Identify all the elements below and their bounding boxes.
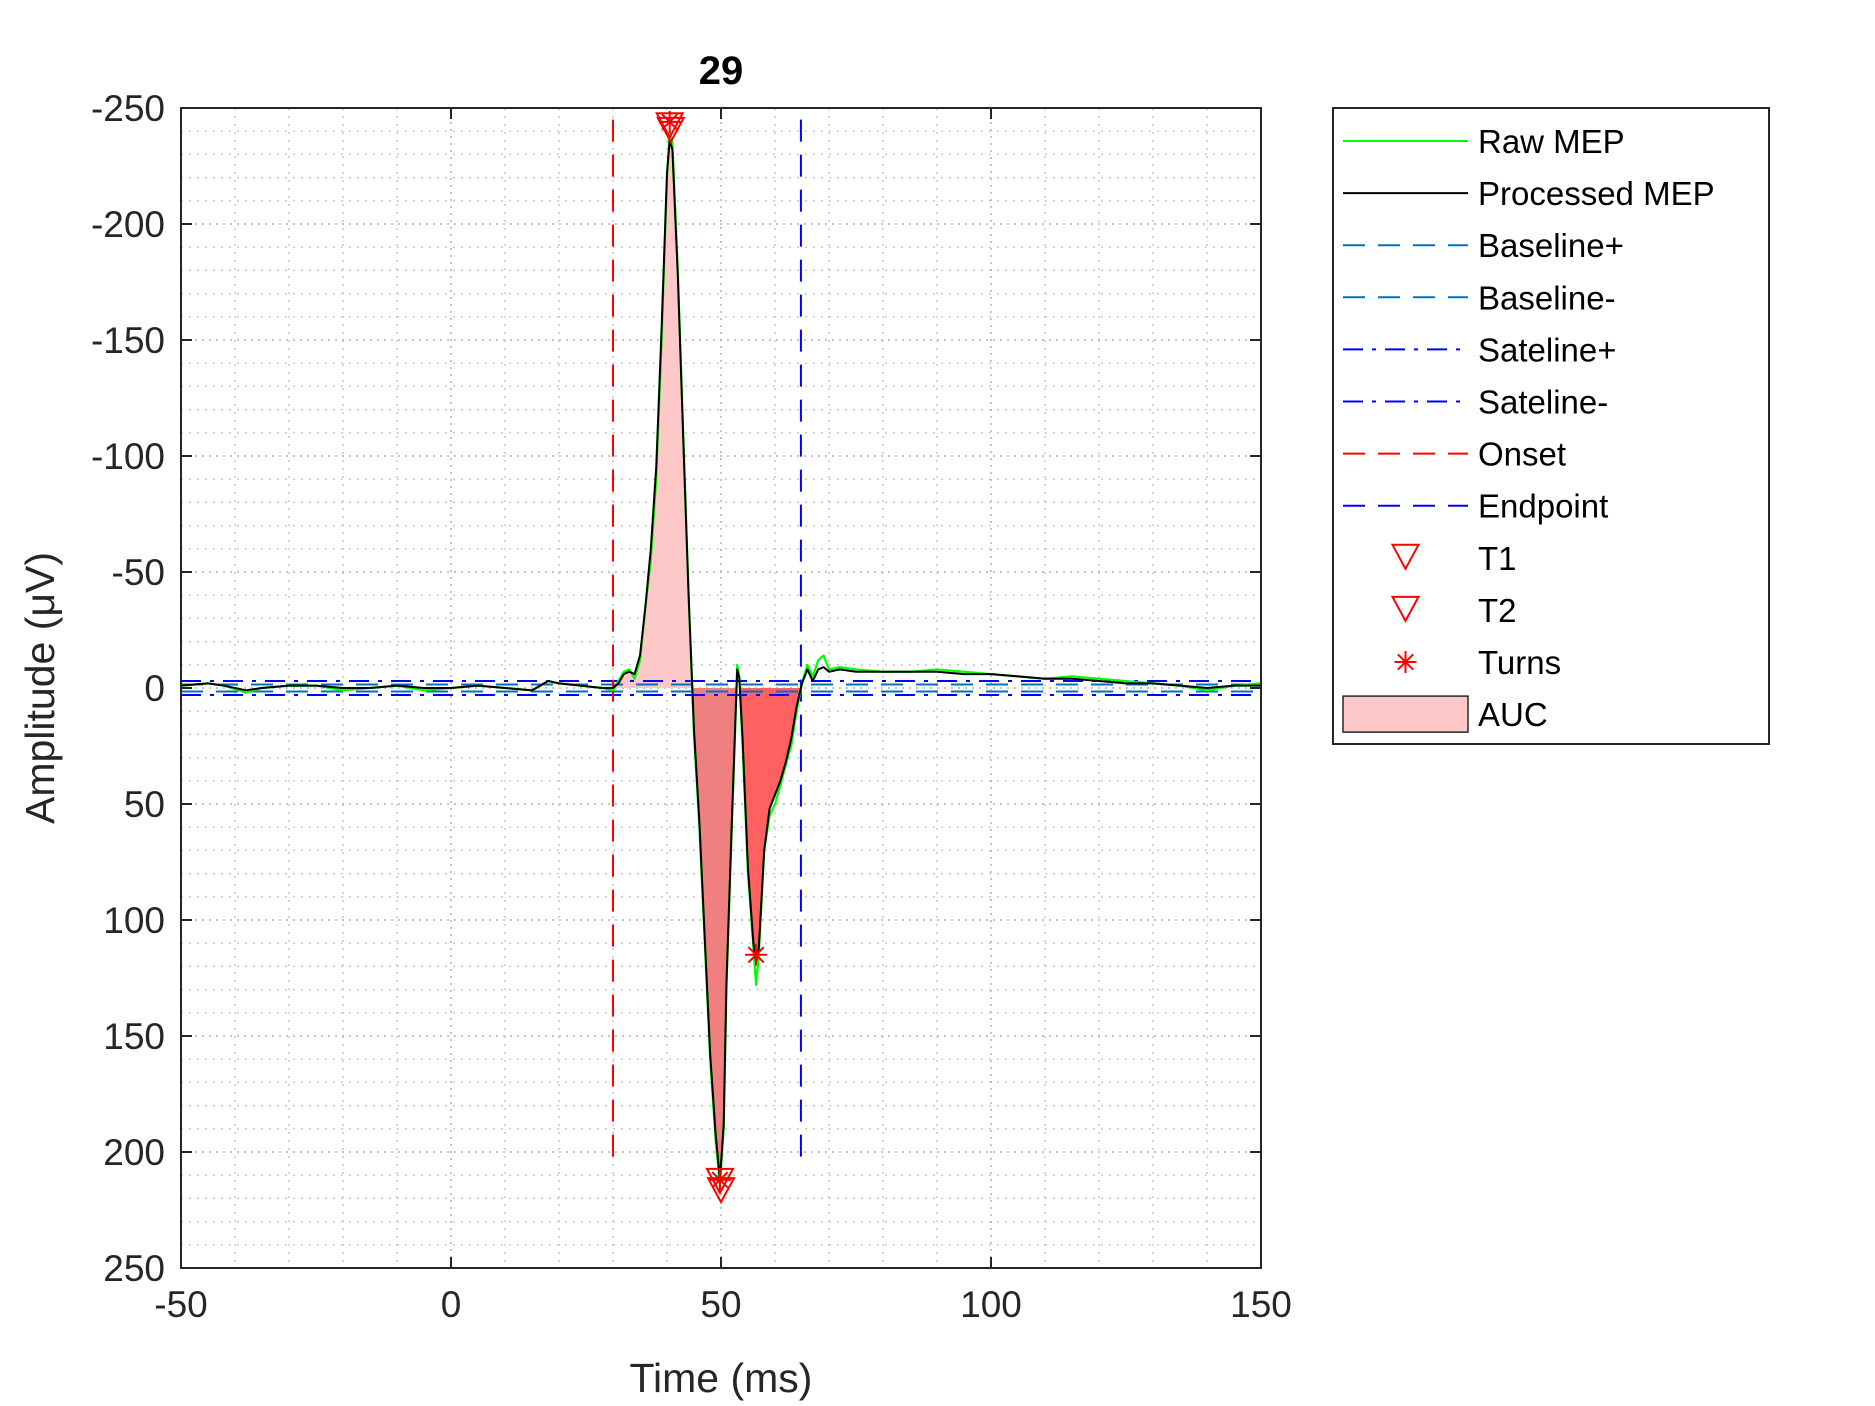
legend-item-turns: Turns xyxy=(1394,644,1561,681)
legend-swatch xyxy=(1394,651,1417,673)
asterisk-stroke xyxy=(661,113,679,131)
legend-item-t1: T1 xyxy=(1390,540,1517,577)
legend-label: Sateline+ xyxy=(1478,331,1617,368)
legend-label: Baseline- xyxy=(1478,279,1616,316)
y-tick-label: -150 xyxy=(91,320,165,361)
legend-item-processedmep: Processed MEP xyxy=(1343,175,1715,212)
legend-label: Baseline+ xyxy=(1478,227,1624,264)
legend-item-baseline-plus: Baseline+ xyxy=(1343,227,1624,264)
legend-label: AUC xyxy=(1478,696,1548,733)
auc-region xyxy=(613,140,692,689)
y-tick-label: -200 xyxy=(91,204,165,245)
processed-mep-line xyxy=(181,139,1261,1181)
asterisk-stroke xyxy=(1397,653,1414,671)
legend-label: T2 xyxy=(1478,592,1517,629)
markers xyxy=(655,110,768,1205)
legend-item-onset: Onset xyxy=(1343,436,1566,473)
legend-item-sateline-minus: Sateline- xyxy=(1343,384,1608,421)
legend-item-endpoint: Endpoint xyxy=(1343,488,1608,525)
turns-marker xyxy=(745,943,768,966)
turns-marker xyxy=(708,1168,731,1191)
legend-swatch xyxy=(1342,695,1469,733)
asterisk-stroke xyxy=(747,946,765,964)
legend-item-baseline-minus: Baseline- xyxy=(1343,279,1616,316)
legend-label: T1 xyxy=(1478,540,1517,577)
x-tick-label: 50 xyxy=(700,1284,741,1325)
axis-ticks: -50 0 50 100 150 -250 -200 -150 -100 -50 0 50 100 150… xyxy=(91,88,1292,1325)
legend-label: Processed MEP xyxy=(1478,175,1715,212)
y-axis-label: Amplitude (μV) xyxy=(17,552,63,824)
legend-item-auc: AUC xyxy=(1342,695,1548,733)
legend-item-sateline-plus: Sateline+ xyxy=(1343,331,1617,368)
auc-region xyxy=(739,678,801,962)
legend-swatch xyxy=(1390,595,1421,623)
legend: Raw MEP Processed MEP Baseline+ Baseline- Sa… xyxy=(1332,107,1770,745)
legend-items: Raw MEP Processed MEP Baseline+ Baseline- Sa… xyxy=(1342,123,1715,733)
y-tick-label: 100 xyxy=(103,900,165,941)
t2-marker xyxy=(656,116,686,144)
legend-label: Sateline- xyxy=(1478,384,1608,421)
x-axis-label: Time (ms) xyxy=(630,1355,813,1401)
y-tick-label: -250 xyxy=(91,88,165,129)
asterisk-stroke xyxy=(711,1171,729,1189)
y-tick-label: -100 xyxy=(91,436,165,477)
legend-item-t2: T2 xyxy=(1390,592,1517,629)
y-tick-label: 50 xyxy=(124,784,165,825)
x-tick-label: 0 xyxy=(441,1284,462,1325)
legend-item-rawmep: Raw MEP xyxy=(1343,123,1625,160)
legend-label: Onset xyxy=(1478,436,1566,473)
y-tick-label: -50 xyxy=(112,552,165,593)
legend-label: Endpoint xyxy=(1478,488,1608,525)
legend-swatch xyxy=(1390,543,1421,571)
legend-label: Raw MEP xyxy=(1478,123,1625,160)
x-tick-label: 150 xyxy=(1230,1284,1292,1325)
x-tick-label: 100 xyxy=(960,1284,1022,1325)
x-tick-label: -50 xyxy=(154,1284,207,1325)
y-tick-label: 0 xyxy=(144,668,165,709)
turns-marker xyxy=(658,110,681,133)
y-tick-label: 250 xyxy=(103,1248,165,1289)
legend-box xyxy=(1332,107,1770,745)
y-tick-label: 200 xyxy=(103,1132,165,1173)
series-lines xyxy=(181,130,1261,1186)
y-tick-label: 150 xyxy=(103,1016,165,1057)
legend-label: Turns xyxy=(1478,644,1561,681)
chart-title: 29 xyxy=(699,49,744,93)
reference-lines xyxy=(181,119,1261,1164)
